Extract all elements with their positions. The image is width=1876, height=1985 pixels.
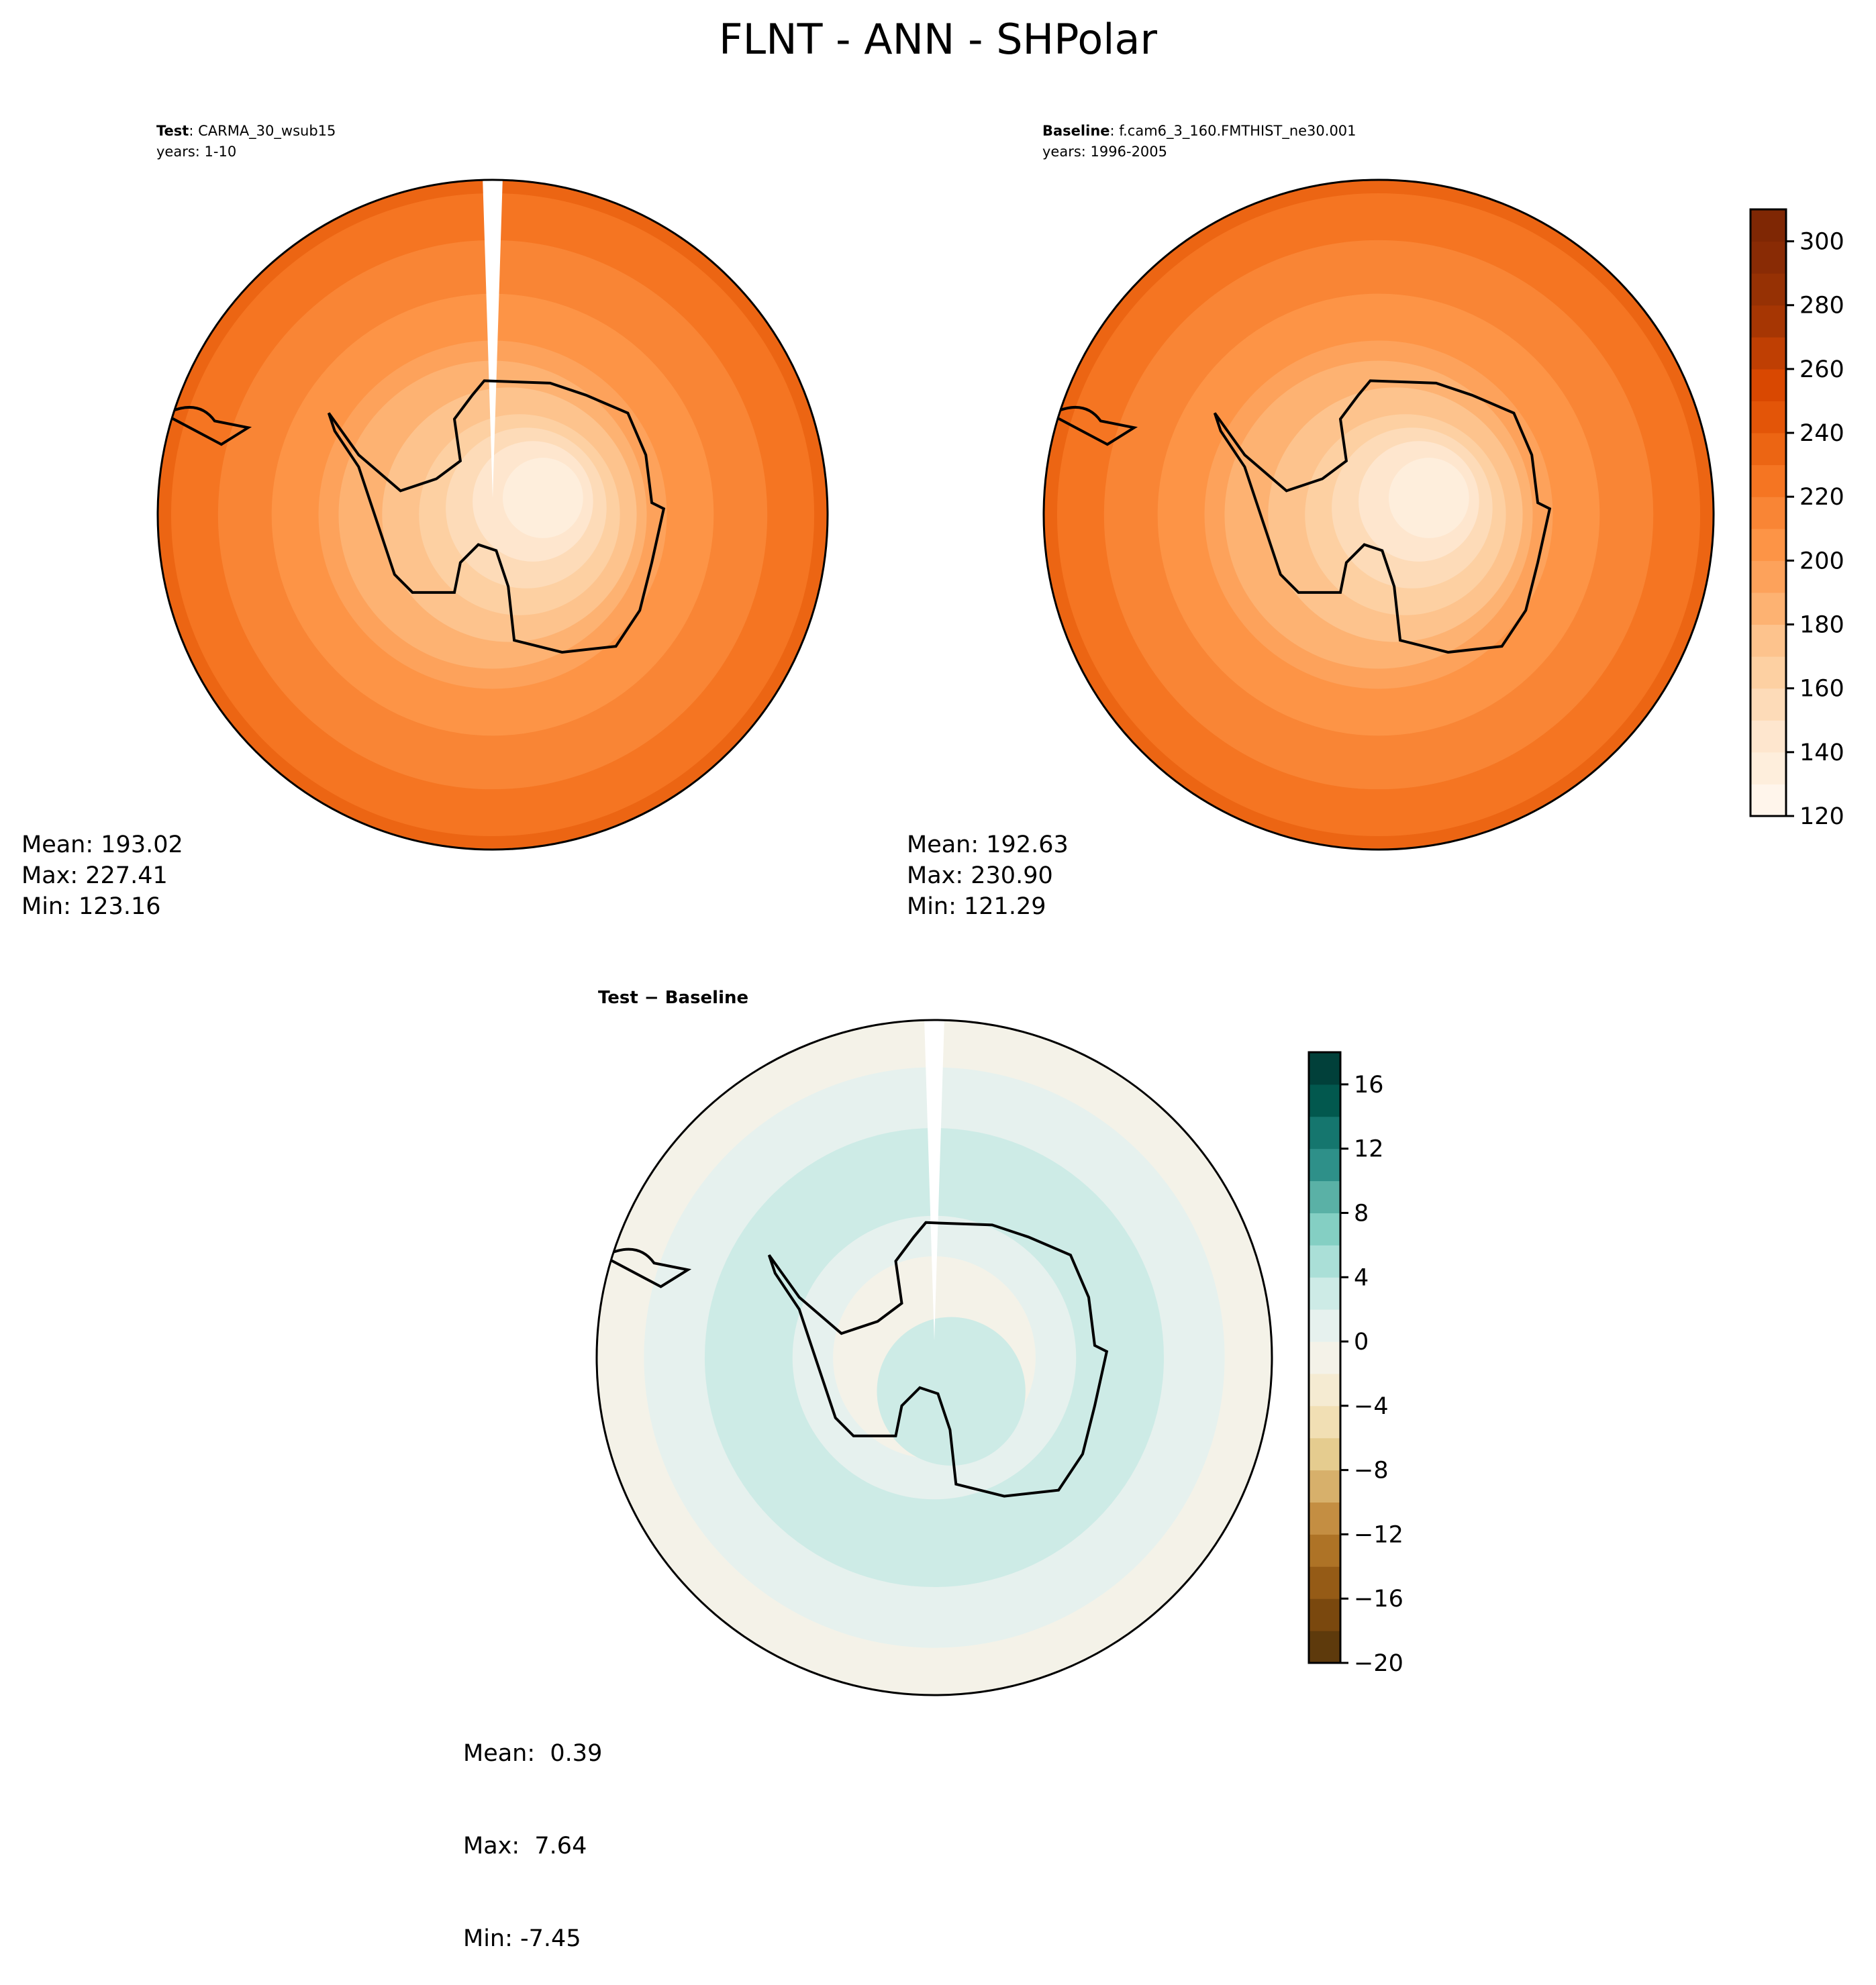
colorbar-bin (1750, 497, 1786, 529)
colorbar-bin (1309, 1534, 1340, 1567)
colorbar-bin (1750, 752, 1786, 784)
colorbar-frame (1307, 1051, 1342, 1664)
colorbar-bin (1309, 1309, 1340, 1342)
missing-data-wedge (483, 180, 503, 499)
colorbar-tick-label: 12 (1354, 1136, 1384, 1163)
antarctica-coastline (327, 379, 666, 654)
diff-max: Max: 7.64 (463, 1833, 587, 1860)
contour-fill (877, 1317, 1026, 1466)
colorbar-bin (1750, 528, 1786, 561)
test-min: Min: 123.16 (21, 893, 161, 920)
antarctica-coastline (1213, 379, 1552, 654)
baseline-header: Baseline: f.cam6_3_160.FMTHIST_ne30.001 … (1042, 121, 1356, 162)
colorbar-tick-label: 0 (1354, 1329, 1369, 1356)
colorbar-tick-label: 160 (1799, 676, 1844, 703)
colorbar-tick-label: 140 (1799, 740, 1844, 766)
colorbar-bin (1750, 273, 1786, 306)
colorbar-bin (1309, 1277, 1340, 1310)
diff-header: Test − Baseline (598, 988, 749, 1008)
diff-mean: Mean: 0.39 (463, 1740, 603, 1767)
baseline-years: years: 1996-2005 (1042, 144, 1168, 160)
map-difference (595, 1019, 1273, 1696)
test-label: Test (156, 123, 189, 139)
colorbar-bin (1750, 368, 1786, 401)
colorbar-bin (1750, 720, 1786, 753)
diff-stats: Mean: 0.39 Max: 7.64 Min: -7.45 (463, 1676, 602, 1985)
colorbar-tick-label: 240 (1799, 420, 1844, 447)
map-test (156, 179, 829, 851)
map-boundary (156, 179, 829, 851)
colorbar-bin (1750, 656, 1786, 689)
baseline-max: Max: 230.90 (907, 862, 1053, 889)
colorbar-frame (1749, 208, 1787, 817)
colorbar-bin (1309, 1341, 1340, 1374)
colorbar-bin (1309, 1502, 1340, 1535)
baseline-stats: Mean: 192.63 Max: 230.90 Min: 121.29 (907, 829, 1069, 922)
colorbar-bin (1750, 592, 1786, 625)
colorbar-bin (1309, 1437, 1340, 1471)
baseline-case-name: : f.cam6_3_160.FMTHIST_ne30.001 (1109, 123, 1356, 139)
colorbar-tick-label: −20 (1354, 1650, 1403, 1677)
colorbar-bin (1309, 1373, 1340, 1407)
map-baseline (1042, 179, 1715, 851)
colorbar-bin (1750, 209, 1786, 242)
test-stats: Mean: 193.02 Max: 227.41 Min: 123.16 (21, 829, 183, 922)
colorbar-bin (1750, 241, 1786, 274)
colorbar-tick-label: −8 (1354, 1458, 1389, 1484)
antarctica-coastline (767, 1221, 1109, 1498)
colorbar-tick-label: −16 (1354, 1586, 1403, 1613)
colorbar-bin (1750, 464, 1786, 497)
colorbar-bin (1750, 688, 1786, 721)
map-boundary (1042, 179, 1715, 851)
colorbar-tick-label: −4 (1354, 1393, 1389, 1420)
colorbar-bin (1309, 1405, 1340, 1439)
baseline-mean: Mean: 192.63 (907, 831, 1069, 858)
colorbar-tick-label: 4 (1354, 1264, 1369, 1291)
test-max: Max: 227.41 (21, 862, 168, 889)
colorbar-bin (1309, 1245, 1340, 1278)
contour-fill (1388, 458, 1469, 538)
colorbar-bin (1309, 1148, 1340, 1182)
colorbar-bin (1309, 1631, 1340, 1664)
baseline-min: Min: 121.29 (907, 893, 1046, 920)
colorbar-bin (1750, 784, 1786, 817)
diff-min: Min: -7.45 (463, 1925, 581, 1952)
colorbar-tick-label: 180 (1799, 612, 1844, 639)
map-boundary (595, 1019, 1273, 1696)
colorbar-baseline: 120 140 160 180 200 220 240 260 280 300 (1749, 208, 1844, 830)
colorbar-bin (1750, 337, 1786, 370)
colorbar-bin (1309, 1598, 1340, 1631)
colorbar-bin (1309, 1116, 1340, 1150)
colorbar-bin (1309, 1180, 1340, 1213)
test-case-name: : CARMA_30_wsub15 (189, 123, 336, 139)
colorbar-tick-label: 200 (1799, 548, 1844, 574)
colorbar-bin (1309, 1052, 1340, 1085)
baseline-label: Baseline (1042, 123, 1110, 139)
colorbar-bin (1750, 305, 1786, 338)
colorbar-bin (1309, 1084, 1340, 1117)
colorbar-bin (1309, 1470, 1340, 1503)
colorbar-tick-label: 260 (1799, 356, 1844, 383)
colorbar-bin (1750, 560, 1786, 593)
colorbar-tick-label: 300 (1799, 229, 1844, 256)
test-mean: Mean: 193.02 (21, 831, 183, 858)
colorbar-tick-label: 220 (1799, 484, 1844, 511)
colorbar-tick-label: 8 (1354, 1200, 1369, 1227)
colorbar-tick-label: −12 (1354, 1521, 1403, 1548)
colorbar-tick-label: 120 (1799, 803, 1844, 830)
colorbar-bin (1750, 624, 1786, 657)
missing-data-wedge (924, 1020, 945, 1341)
contour-fill (502, 458, 583, 538)
test-years: years: 1-10 (156, 144, 237, 160)
colorbar-bin (1750, 433, 1786, 466)
figure-canvas: 120140160180200220240260280300−20−16−12−… (156, 179, 1844, 1696)
colorbar-tick-label: 16 (1354, 1072, 1384, 1099)
colorbar-bin (1750, 401, 1786, 434)
test-header: Test: CARMA_30_wsub15 years: 1-10 (156, 121, 336, 162)
colorbar-difference: −20 −16 −12 −8 −4 0 4 8 12 16 (1307, 1051, 1403, 1677)
colorbar-bin (1309, 1566, 1340, 1599)
colorbar-bin (1309, 1213, 1340, 1245)
colorbar-tick-label: 280 (1799, 293, 1844, 319)
figure-title: FLNT - ANN - SHPolar (719, 15, 1157, 64)
